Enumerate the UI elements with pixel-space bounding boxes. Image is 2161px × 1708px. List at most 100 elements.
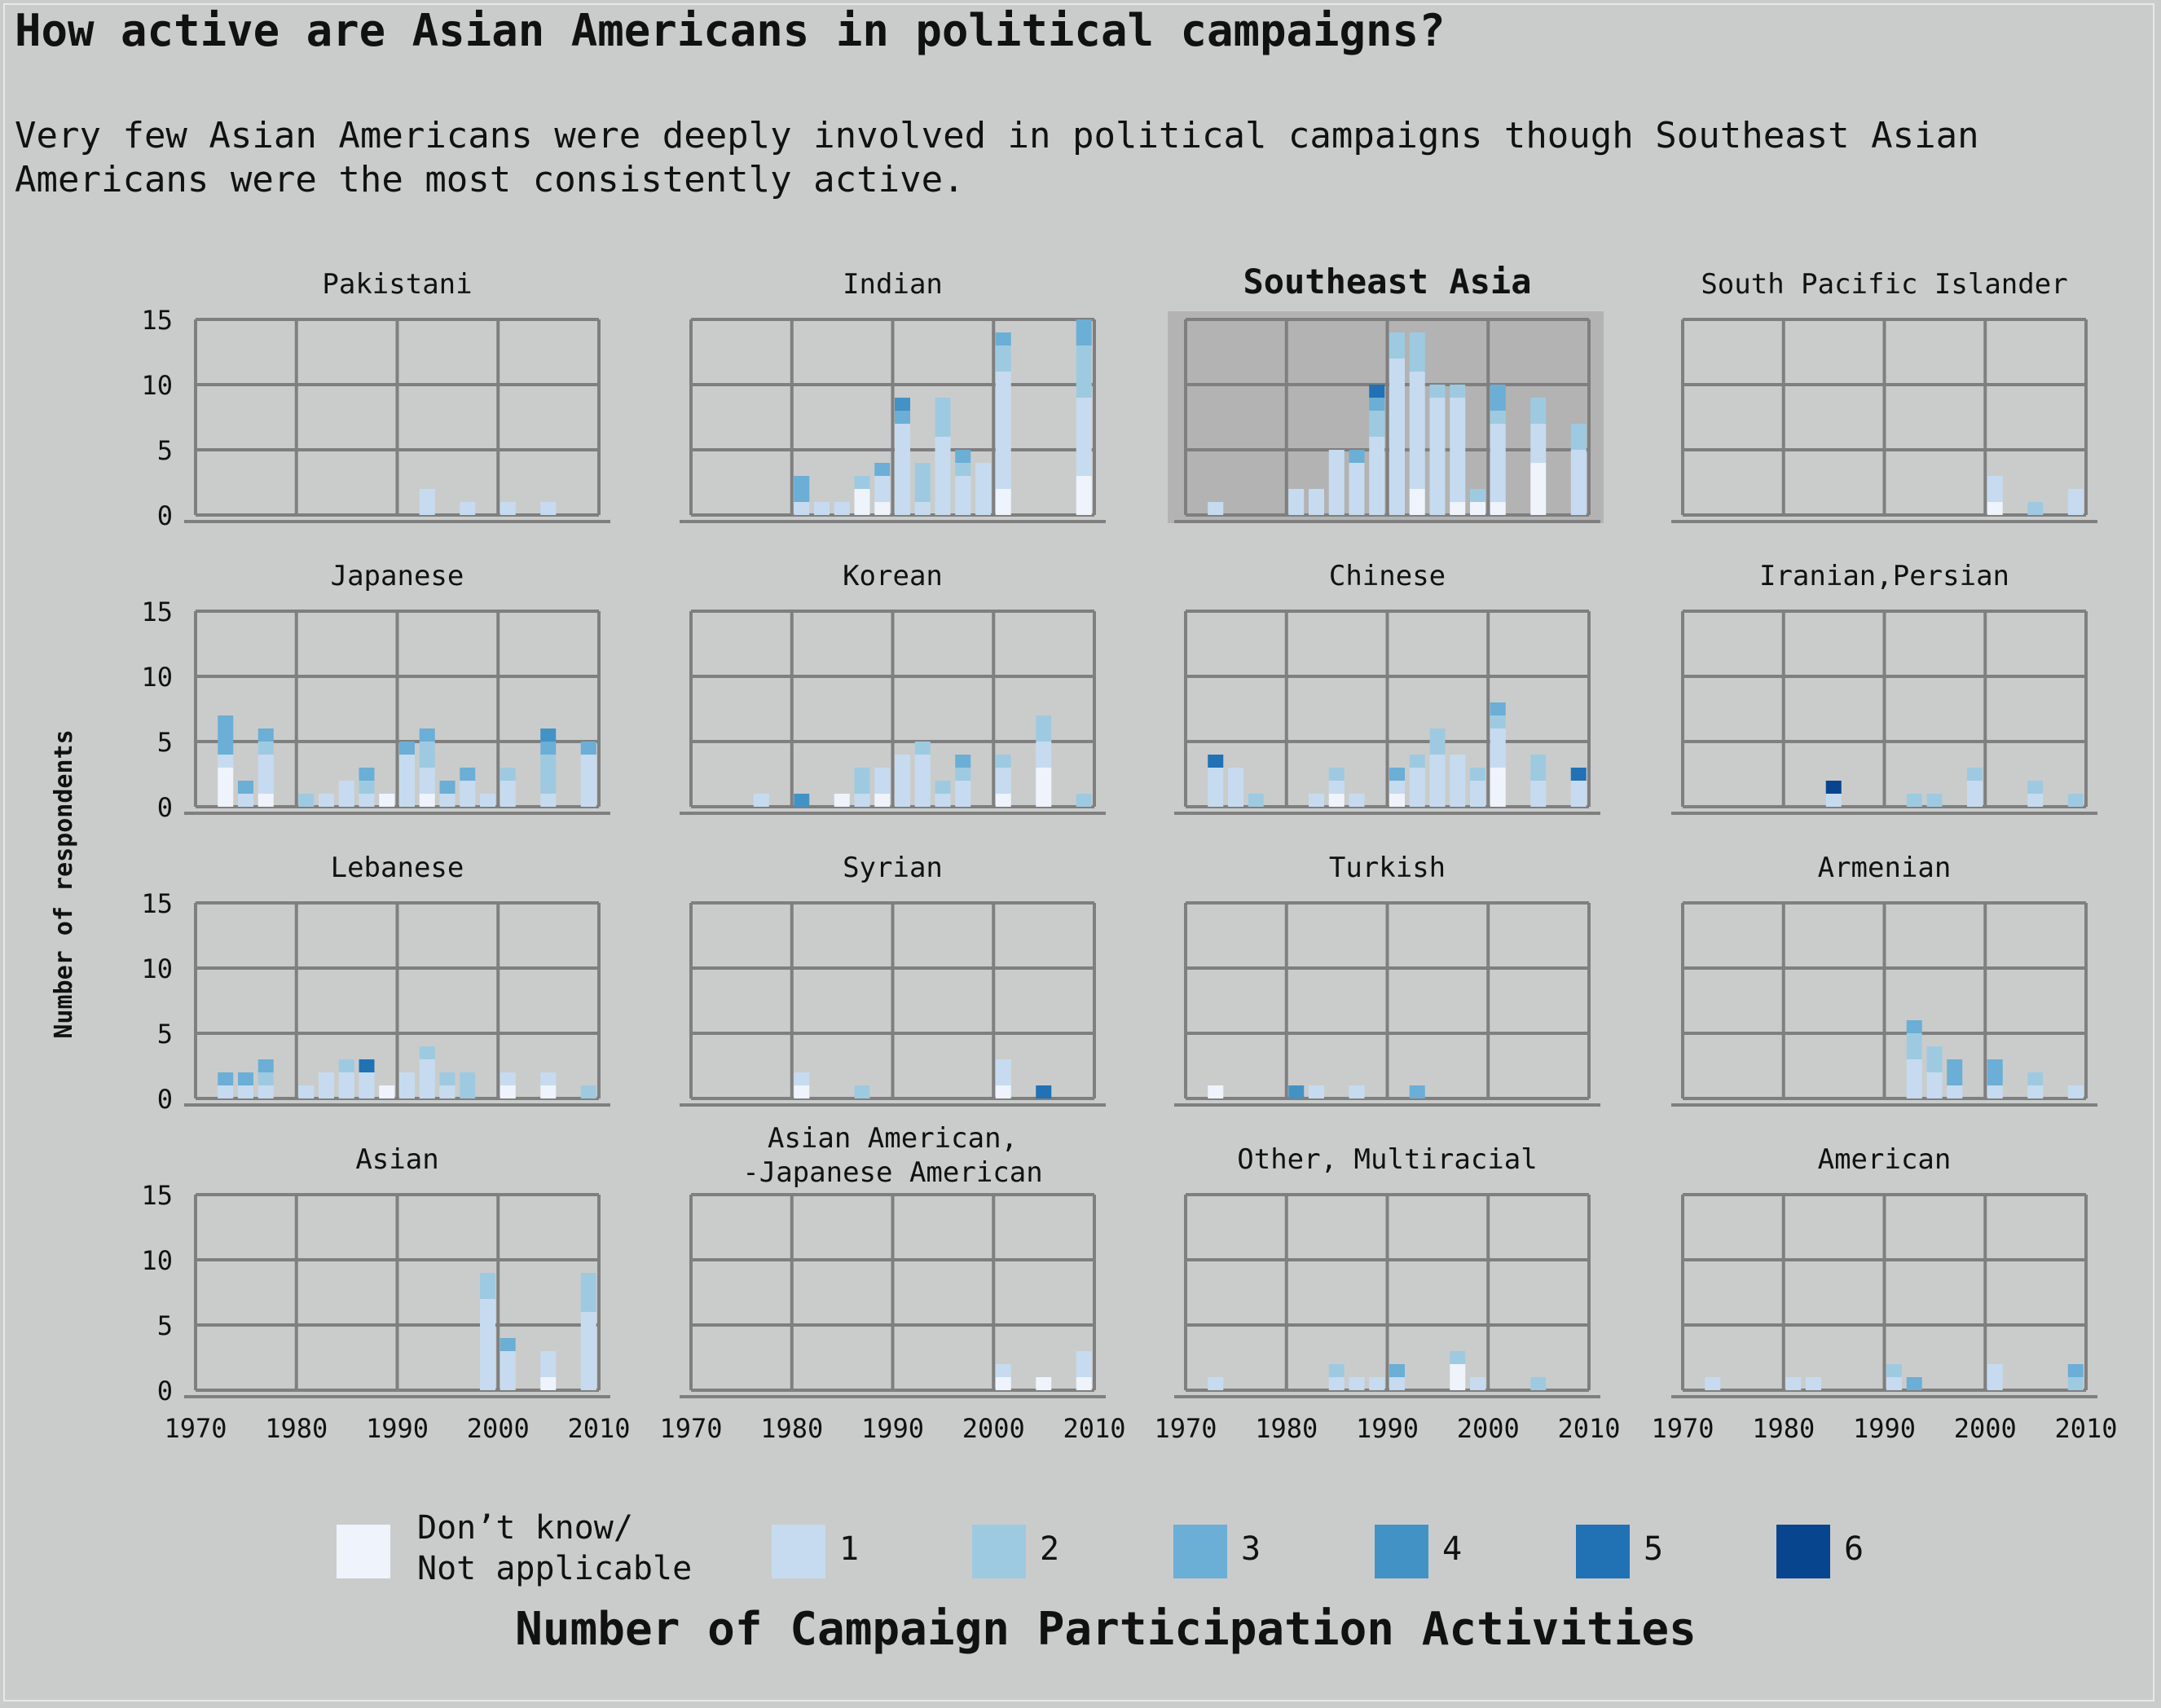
bar-segment <box>995 794 1011 807</box>
legend-label: 4 <box>1442 1530 1462 1568</box>
legend-label: 5 <box>1644 1530 1663 1568</box>
bar-segment <box>319 1072 334 1098</box>
bar-segment <box>2027 794 2044 807</box>
bar-segment <box>480 1299 495 1390</box>
y-tick-label: 10 <box>141 953 173 984</box>
y-axis-title: Number of respondents <box>50 729 78 1038</box>
bar-segment <box>500 502 516 515</box>
bar-segment <box>1429 729 1446 755</box>
bar-segment <box>1036 1377 1052 1390</box>
bar-segment <box>319 794 334 807</box>
legend-label: Don’t know/ <box>417 1509 633 1547</box>
bar-segment <box>1886 1377 1902 1390</box>
legend-swatch <box>1173 1525 1227 1578</box>
bar-segment <box>338 1059 354 1072</box>
bar-segment <box>2027 781 2044 794</box>
bar-segment <box>1490 424 1506 502</box>
bar-segment <box>975 463 991 515</box>
bar-segment <box>1570 424 1587 450</box>
y-tick-label: 0 <box>157 792 173 823</box>
bar-segment <box>814 502 830 515</box>
bar-segment <box>955 463 971 476</box>
legend: Don’t know/Not applicable 1 2 3 4 5 6 <box>337 1509 1864 1587</box>
bar-segment <box>580 1312 596 1390</box>
bar-segment <box>1926 794 1943 807</box>
bar-segment <box>955 755 971 768</box>
bar-segment <box>1429 755 1446 807</box>
bar-segment <box>935 781 951 794</box>
panel-title: Syrian <box>843 852 943 884</box>
panel-title: Southeast Asia <box>1243 262 1531 302</box>
page-subtitle: Very few Asian Americans were deeply inv… <box>15 115 1979 200</box>
bar-segment <box>1490 768 1506 807</box>
bar-segment <box>1490 729 1506 768</box>
y-tick-label: 0 <box>157 1084 173 1115</box>
bar-segment <box>439 1072 456 1085</box>
bar-segment <box>1409 372 1425 489</box>
bar-segment <box>218 768 234 807</box>
bar-segment <box>1076 346 1092 398</box>
bar-segment <box>257 755 274 794</box>
bar-segment <box>540 794 557 807</box>
bar-segment <box>500 781 516 807</box>
bar-segment <box>1208 755 1224 768</box>
bar-segment <box>1409 489 1425 515</box>
panel-title: Asian American, <box>768 1122 1018 1155</box>
bar-segment <box>1036 715 1052 742</box>
bar-segment <box>218 1072 234 1085</box>
x-tick-label: 2000 <box>467 1413 530 1444</box>
bar-segment <box>995 768 1011 794</box>
bar-segment <box>2027 1085 2044 1098</box>
bar-segment <box>995 1377 1011 1390</box>
bar-segment <box>1349 1377 1365 1390</box>
bar-segment <box>1036 768 1052 807</box>
x-axis-title: Number of Campaign Participation Activit… <box>515 1603 1697 1656</box>
bar-segment <box>1906 1059 1922 1098</box>
bar-segment <box>874 794 891 807</box>
bar-segment <box>794 1072 810 1085</box>
legend-label: 2 <box>1040 1530 1059 1568</box>
bar-segment <box>1530 398 1547 424</box>
bar-segment <box>914 463 931 502</box>
bar-segment <box>955 781 971 807</box>
panel-title: Asian <box>355 1143 438 1176</box>
panel-title: Korean <box>843 560 943 592</box>
bar-segment <box>995 755 1011 768</box>
bar-segment <box>419 489 435 515</box>
legend-label: 3 <box>1241 1530 1261 1568</box>
bar-segment <box>1248 794 1264 807</box>
panel-1: Indian <box>680 268 1106 523</box>
bar-segment <box>1409 755 1425 768</box>
bar-segment <box>500 1338 516 1351</box>
bar-segment <box>895 755 910 807</box>
bar-segment <box>1490 702 1506 715</box>
bar-segment <box>1076 1377 1092 1390</box>
legend-label: 6 <box>1844 1530 1864 1568</box>
x-tick-label: 2010 <box>1557 1413 1620 1444</box>
bar-segment <box>1288 1085 1305 1098</box>
bar-segment <box>338 781 354 807</box>
x-tick-label: 1970 <box>164 1413 227 1444</box>
bar-segment <box>419 742 435 768</box>
bar-segment <box>1389 1377 1405 1390</box>
legend-swatch <box>337 1525 390 1578</box>
bar-segment <box>995 489 1011 515</box>
bar-segment <box>399 755 415 807</box>
panel-8: 0 5 10 15 Lebanese <box>141 852 610 1115</box>
bar-segment <box>1328 781 1345 794</box>
bar-segment <box>895 398 910 411</box>
bar-segment <box>1369 1377 1385 1390</box>
y-tick-label: 5 <box>157 727 173 758</box>
bar-segment <box>500 1072 516 1085</box>
bar-segment <box>1208 1377 1224 1390</box>
bar-segment <box>218 755 234 768</box>
x-tick-label: 1980 <box>1255 1413 1318 1444</box>
bar-segment <box>995 1059 1011 1085</box>
panel-3: South Pacific Islander <box>1671 268 2097 523</box>
bar-segment <box>419 768 435 794</box>
bar-segment <box>1570 768 1587 781</box>
bar-segment <box>995 372 1011 489</box>
bar-segment <box>1450 1351 1466 1364</box>
bar-segment <box>955 476 971 515</box>
bar-segment <box>257 794 274 807</box>
